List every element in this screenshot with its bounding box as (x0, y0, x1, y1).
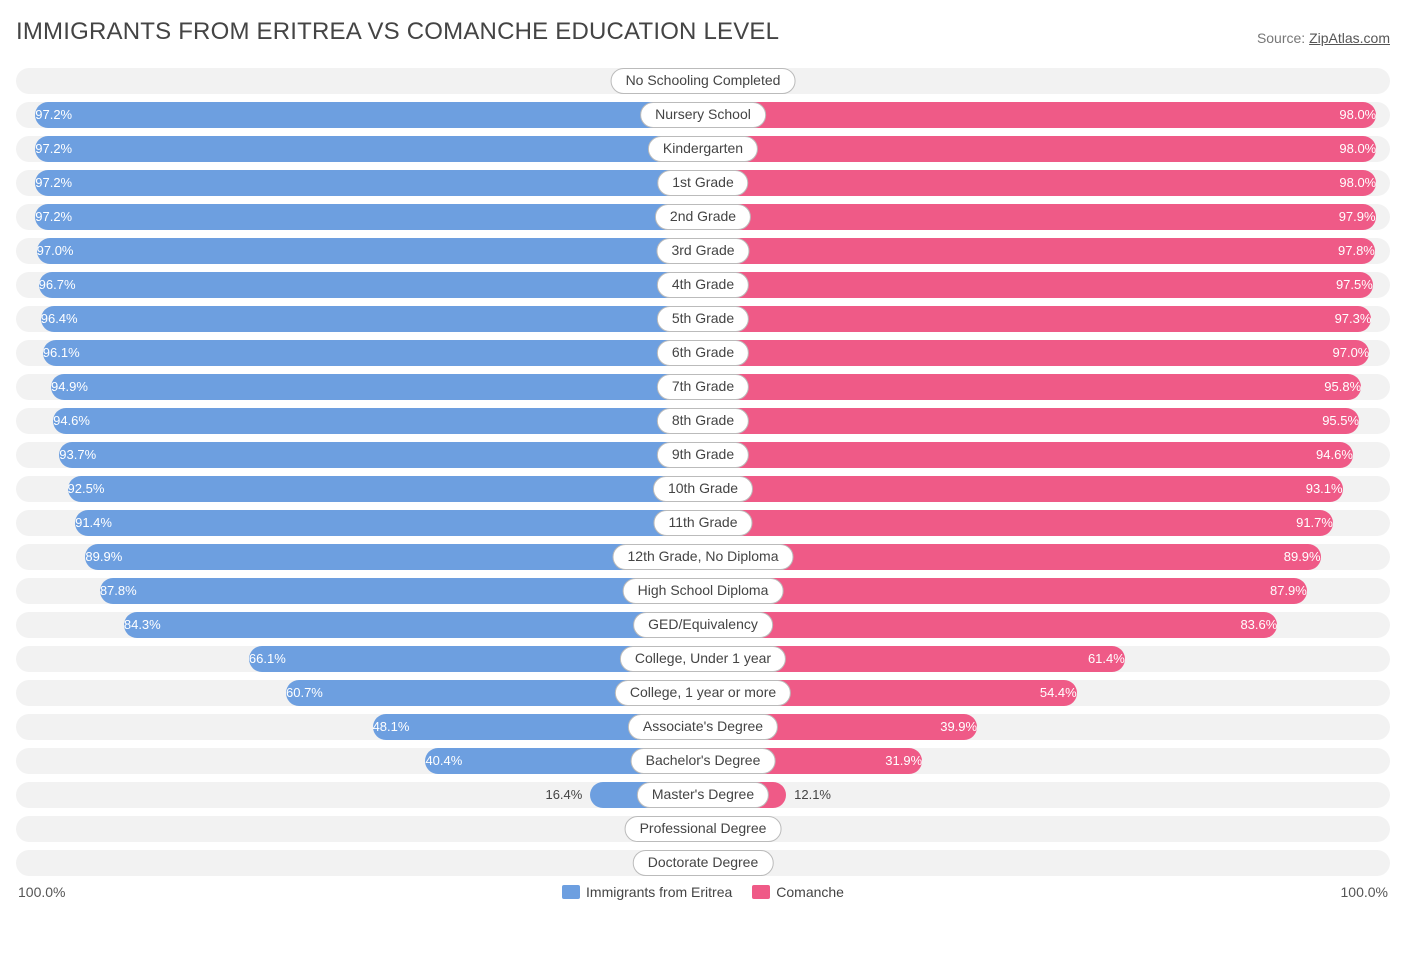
legend-label-left: Immigrants from Eritrea (586, 884, 732, 900)
category-label: High School Diploma (623, 578, 784, 604)
category-label: Bachelor's Degree (631, 748, 776, 774)
value-right: 95.5% (703, 408, 1369, 434)
legend-swatch-right (752, 885, 770, 899)
chart-row: 48.1%39.9%Associate's Degree (16, 714, 1390, 740)
chart-row: 97.2%98.0%Kindergarten (16, 136, 1390, 162)
diverging-bar-chart: 2.8%2.1%No Schooling Completed97.2%98.0%… (16, 68, 1390, 876)
value-left: 89.9% (75, 544, 703, 570)
axis-right-max: 100.0% (1341, 884, 1388, 900)
axis-left-max: 100.0% (18, 884, 65, 900)
category-label: College, Under 1 year (620, 646, 786, 672)
value-left: 96.4% (31, 306, 703, 332)
chart-row: 92.5%93.1%10th Grade (16, 476, 1390, 502)
chart-row: 94.9%95.8%7th Grade (16, 374, 1390, 400)
chart-row: 96.4%97.3%5th Grade (16, 306, 1390, 332)
value-right: 97.0% (703, 340, 1379, 366)
legend: Immigrants from Eritrea Comanche (562, 884, 844, 900)
chart-row: 94.6%95.5%8th Grade (16, 408, 1390, 434)
chart-row: 84.3%83.6%GED/Equivalency (16, 612, 1390, 638)
category-label: 5th Grade (657, 306, 749, 332)
legend-item-right: Comanche (752, 884, 844, 900)
value-right: 12.1% (794, 782, 831, 808)
chart-row: 2.1%1.6%Doctorate Degree (16, 850, 1390, 876)
value-left: 94.9% (41, 374, 703, 400)
chart-row: 2.8%2.1%No Schooling Completed (16, 68, 1390, 94)
source: Source: ZipAtlas.com (1257, 30, 1390, 46)
legend-item-left: Immigrants from Eritrea (562, 884, 732, 900)
category-label: 9th Grade (657, 442, 749, 468)
chart-row: 66.1%61.4%College, Under 1 year (16, 646, 1390, 672)
category-label: 6th Grade (657, 340, 749, 366)
category-label: Master's Degree (637, 782, 769, 808)
value-left: 96.7% (29, 272, 703, 298)
value-left: 87.8% (90, 578, 703, 604)
value-left: 92.5% (58, 476, 703, 502)
category-label: 2nd Grade (655, 204, 751, 230)
category-label: 12th Grade, No Diploma (613, 544, 794, 570)
chart-row: 89.9%89.9%12th Grade, No Diploma (16, 544, 1390, 570)
category-label: No Schooling Completed (611, 68, 796, 94)
value-right: 97.5% (703, 272, 1383, 298)
value-right: 83.6% (703, 612, 1287, 638)
value-right: 93.1% (703, 476, 1353, 502)
value-left: 97.2% (25, 102, 703, 128)
legend-label-right: Comanche (776, 884, 844, 900)
value-left: 93.7% (49, 442, 703, 468)
chart-row: 91.4%91.7%11th Grade (16, 510, 1390, 536)
chart-row: 97.2%97.9%2nd Grade (16, 204, 1390, 230)
chart-row: 96.7%97.5%4th Grade (16, 272, 1390, 298)
value-right: 89.9% (703, 544, 1331, 570)
value-left: 97.2% (25, 170, 703, 196)
chart-row: 97.0%97.8%3rd Grade (16, 238, 1390, 264)
chart-row: 96.1%97.0%6th Grade (16, 340, 1390, 366)
category-label: 4th Grade (657, 272, 749, 298)
category-label: 8th Grade (657, 408, 749, 434)
category-label: 10th Grade (653, 476, 753, 502)
chart-row: 60.7%54.4%College, 1 year or more (16, 680, 1390, 706)
category-label: Doctorate Degree (633, 850, 774, 876)
value-right: 95.8% (703, 374, 1371, 400)
chart-row: 16.4% 12.1% Master's Degree (16, 782, 1390, 808)
value-left: 97.2% (25, 136, 703, 162)
chart-row: 4.8%3.5%Professional Degree (16, 816, 1390, 842)
source-link[interactable]: ZipAtlas.com (1309, 30, 1390, 46)
value-right: 98.0% (703, 136, 1386, 162)
value-right: 94.6% (703, 442, 1363, 468)
category-label: Associate's Degree (628, 714, 778, 740)
category-label: 11th Grade (653, 510, 752, 536)
value-left: 91.4% (65, 510, 703, 536)
value-right: 97.8% (703, 238, 1385, 264)
value-right: 98.0% (703, 102, 1386, 128)
source-label: Source: (1257, 30, 1305, 46)
category-label: 3rd Grade (656, 238, 749, 264)
chart-row: 93.7%94.6%9th Grade (16, 442, 1390, 468)
chart-row: 40.4%31.9%Bachelor's Degree (16, 748, 1390, 774)
value-right: 98.0% (703, 170, 1386, 196)
category-label: Professional Degree (625, 816, 782, 842)
category-label: 1st Grade (657, 170, 748, 196)
value-left: 84.3% (114, 612, 703, 638)
chart-title: IMMIGRANTS FROM ERITREA VS COMANCHE EDUC… (16, 18, 779, 46)
category-label: 7th Grade (657, 374, 749, 400)
value-left: 16.4% (545, 782, 582, 808)
category-label: Kindergarten (648, 136, 758, 162)
chart-row: 97.2%98.0%1st Grade (16, 170, 1390, 196)
value-left: 97.2% (25, 204, 703, 230)
value-left: 94.6% (43, 408, 703, 434)
category-label: College, 1 year or more (615, 680, 791, 706)
legend-swatch-left (562, 885, 580, 899)
value-right: 91.7% (703, 510, 1343, 536)
value-left: 97.0% (27, 238, 703, 264)
category-label: GED/Equivalency (633, 612, 773, 638)
chart-row: 97.2%98.0%Nursery School (16, 102, 1390, 128)
value-right: 87.9% (703, 578, 1317, 604)
category-label: Nursery School (640, 102, 766, 128)
chart-row: 87.8%87.9%High School Diploma (16, 578, 1390, 604)
value-left: 96.1% (33, 340, 703, 366)
value-right: 97.9% (703, 204, 1386, 230)
value-right: 97.3% (703, 306, 1381, 332)
